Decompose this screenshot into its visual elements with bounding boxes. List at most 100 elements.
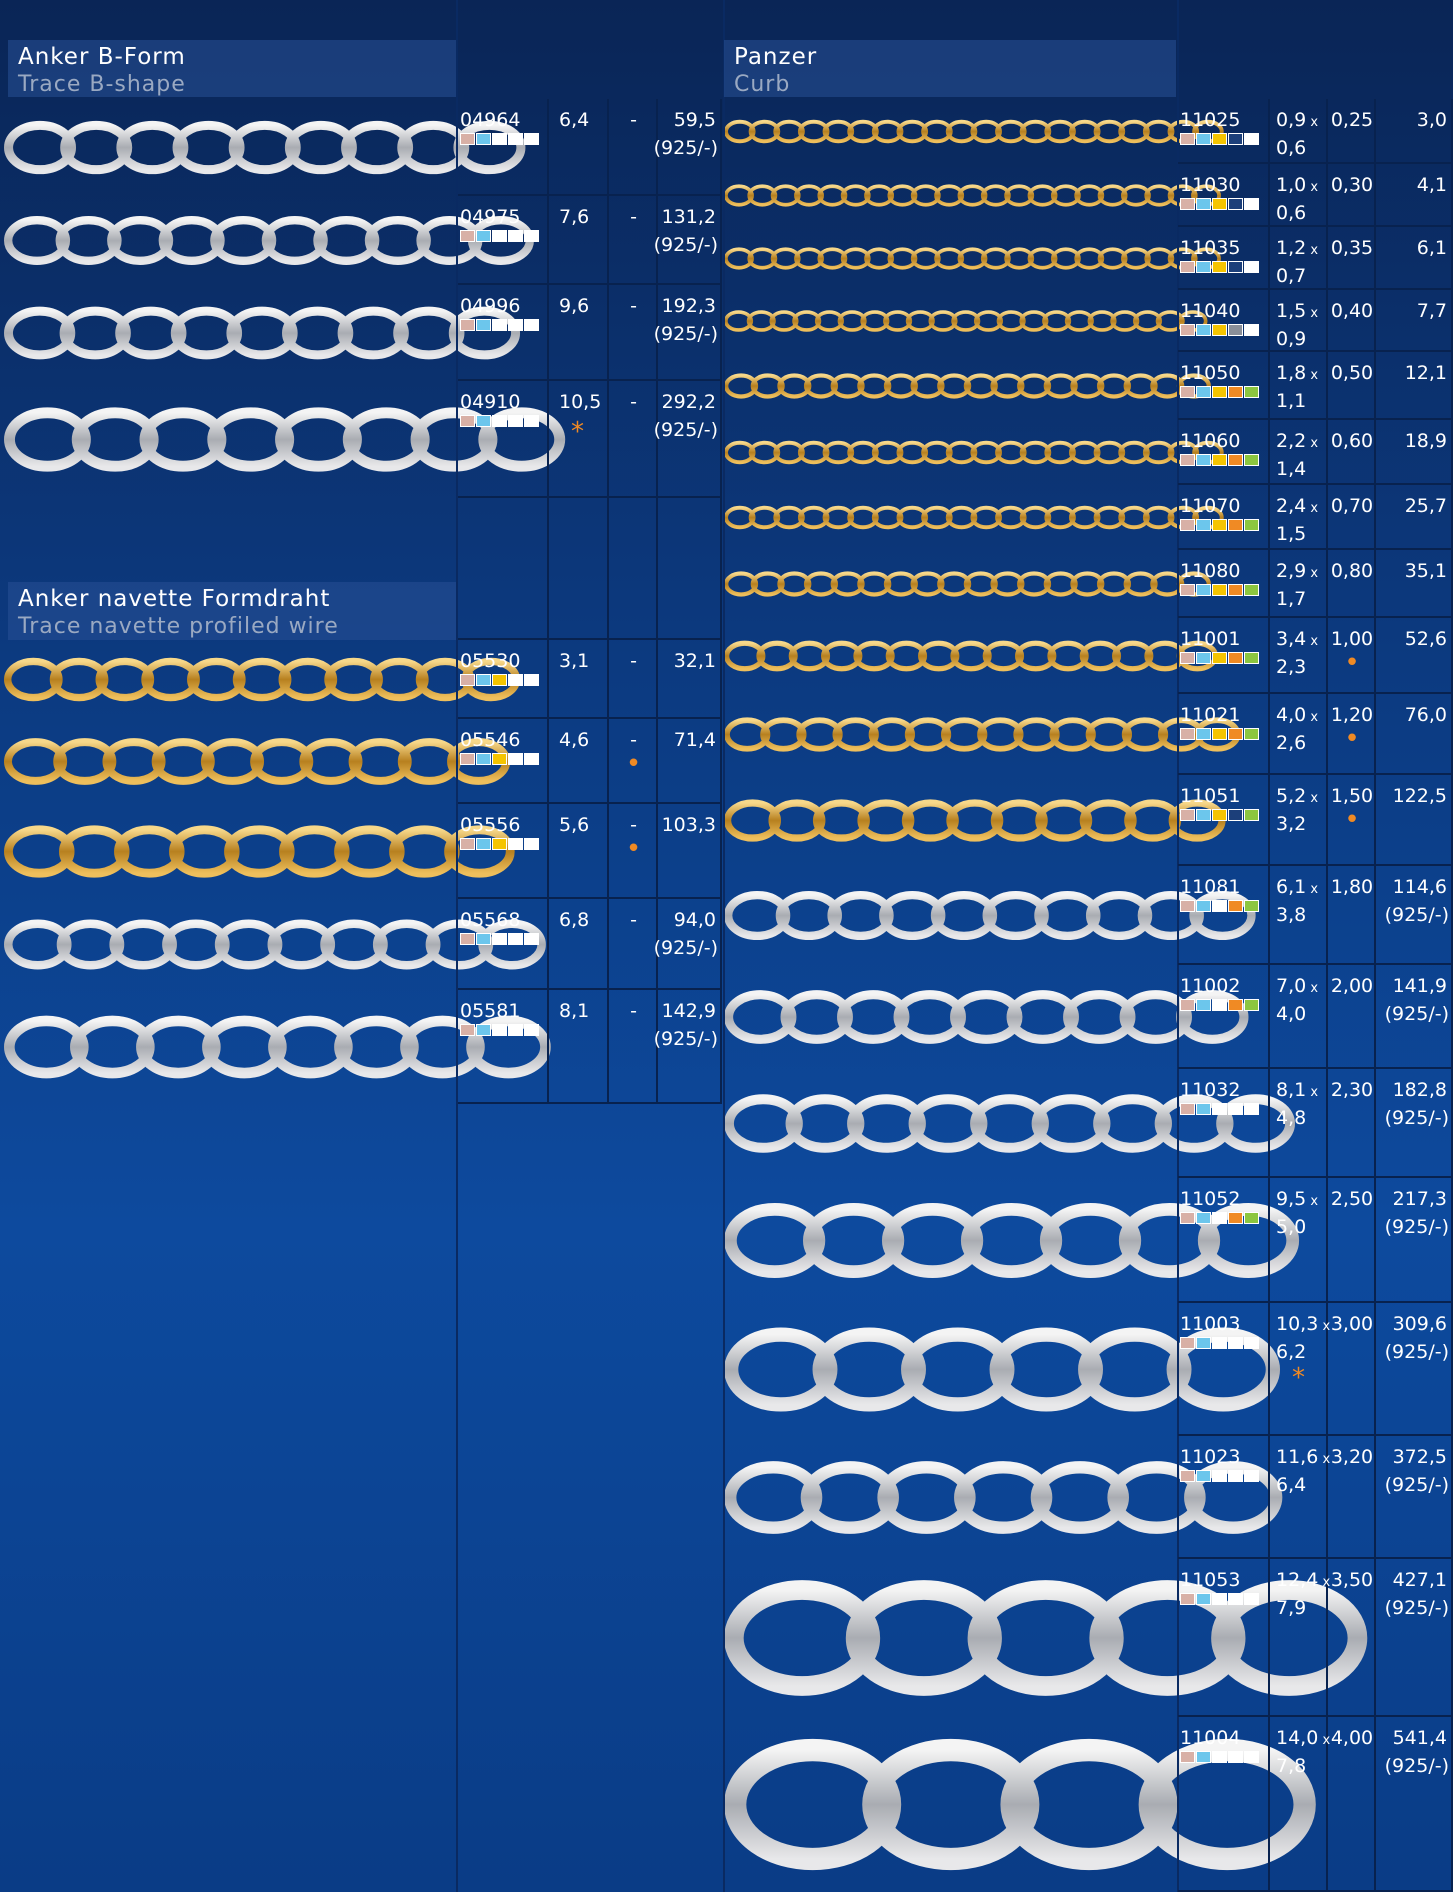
table-cell	[609, 285, 658, 381]
item-code: 04964	[460, 109, 521, 131]
width: 14,0	[1276, 1727, 1319, 1749]
thickness: -	[630, 814, 637, 836]
size: 12,4 x	[1276, 1569, 1330, 1594]
chain-link	[1142, 440, 1175, 465]
chain-link	[1019, 119, 1052, 144]
chain-link	[116, 120, 189, 175]
chain-link	[3, 306, 76, 360]
table-cell	[1270, 290, 1328, 352]
size: 1,5 x	[1276, 300, 1318, 325]
thickness: 1,00	[1330, 628, 1374, 650]
alloy: (925/-)	[653, 137, 718, 159]
chain-link	[170, 306, 243, 360]
chain-link	[780, 990, 853, 1044]
chain-link	[803, 571, 839, 597]
chain-link	[724, 1094, 803, 1153]
table-cell	[1376, 1303, 1453, 1436]
chain-link	[109, 919, 177, 970]
chain-link	[945, 119, 978, 144]
chain-image	[3, 899, 546, 990]
item-code: 05568	[460, 909, 521, 931]
swatch	[1196, 1593, 1211, 1605]
section-subtitle: Trace B-shape	[18, 72, 186, 97]
thickness: 2,30	[1330, 1079, 1374, 1101]
alloy: (925/-)	[653, 1028, 718, 1050]
swatch	[1180, 809, 1195, 821]
chain-link	[868, 717, 916, 752]
chain-link	[746, 310, 776, 332]
swatch	[1244, 386, 1259, 398]
thickness: -	[630, 206, 637, 228]
weight: 217,3	[1392, 1188, 1447, 1210]
swatch	[524, 674, 539, 686]
table-cell	[1270, 485, 1328, 550]
width: 11,6	[1276, 1446, 1319, 1468]
chain-link	[803, 373, 839, 399]
table-cell	[1376, 1069, 1453, 1178]
size-mark: *	[571, 417, 584, 447]
chain-image	[724, 965, 1249, 1069]
chain-link	[723, 310, 754, 332]
chain-link	[1079, 640, 1122, 672]
chain-link	[228, 120, 301, 175]
chain-link	[1150, 571, 1185, 597]
chain-link	[847, 440, 879, 465]
weight: 192,3	[661, 295, 716, 317]
chain-link	[879, 890, 946, 941]
chain-image	[723, 866, 1256, 965]
thickness: 3,00	[1330, 1313, 1374, 1335]
swatches	[460, 838, 540, 850]
chain-link	[883, 571, 918, 597]
swatch	[1180, 1593, 1195, 1605]
chain-link	[1027, 247, 1058, 270]
chain-link	[95, 657, 155, 702]
table-cell	[458, 719, 549, 804]
times: x	[1306, 981, 1319, 996]
chain-link	[1068, 505, 1101, 530]
alloy: (925/-)	[1384, 1474, 1449, 1496]
chain-link	[224, 825, 295, 878]
chain-link	[1189, 890, 1256, 941]
swatch	[1228, 454, 1243, 466]
table-cell	[609, 498, 658, 640]
column-divider	[1177, 0, 1179, 1892]
thickness: 3,50	[1330, 1569, 1374, 1591]
table-cell	[458, 285, 549, 381]
chain-link	[267, 919, 336, 970]
swatches	[1180, 1751, 1260, 1763]
swatch	[1244, 900, 1259, 912]
swatch	[1228, 728, 1243, 740]
chain-link	[989, 1327, 1104, 1412]
swatch	[492, 753, 507, 765]
chain-link	[341, 120, 414, 175]
swatch	[1212, 809, 1227, 821]
chain-link	[56, 919, 125, 970]
chain-link	[1142, 119, 1175, 144]
size: 7,6	[559, 206, 590, 228]
chain-link	[830, 571, 865, 597]
chain-link	[1138, 1738, 1316, 1871]
swatch	[524, 933, 539, 945]
chain-link	[60, 120, 133, 175]
chain-link	[996, 310, 1026, 332]
chain-link	[775, 890, 842, 941]
chain-link	[1093, 119, 1126, 144]
thickness: 0,25	[1330, 109, 1374, 131]
times: x	[1318, 1452, 1331, 1467]
chain-link	[800, 1461, 899, 1534]
swatches	[1180, 584, 1260, 596]
chain-image	[3, 196, 534, 285]
swatch	[460, 230, 475, 242]
swatch	[1180, 324, 1195, 336]
chain-link	[1049, 717, 1096, 752]
chain-link	[797, 119, 830, 144]
table-cell	[549, 285, 609, 381]
chain-link	[970, 505, 1002, 530]
thickness: -	[630, 391, 637, 413]
swatch	[1212, 584, 1227, 596]
swatches	[1180, 728, 1260, 740]
chain-link	[200, 738, 265, 785]
size: 0,9 x	[1276, 109, 1318, 134]
chain-link	[1154, 1094, 1234, 1153]
item-code: 05546	[460, 729, 521, 751]
